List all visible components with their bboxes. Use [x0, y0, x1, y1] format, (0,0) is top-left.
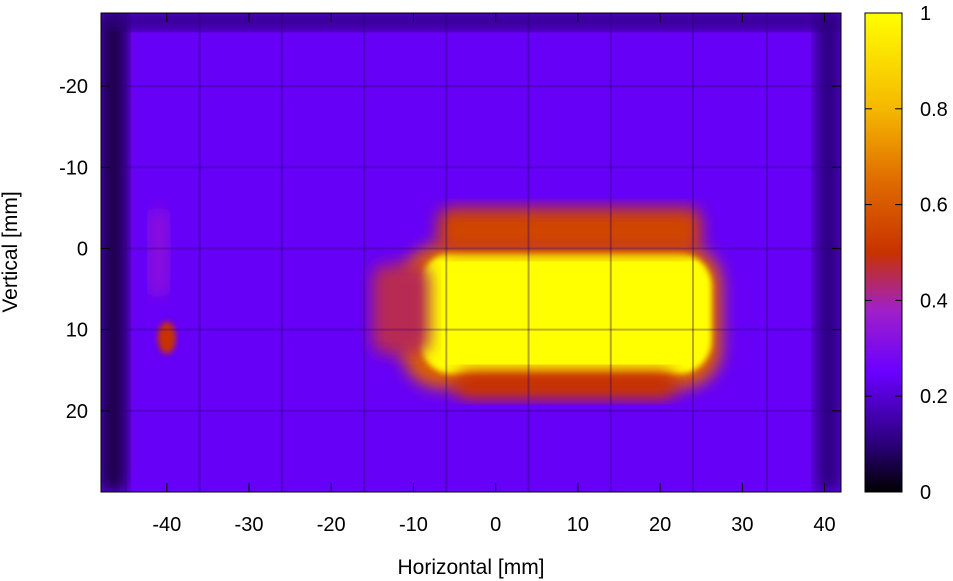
- x-tick-label: -20: [317, 514, 346, 536]
- y-tick-label: -10: [59, 157, 88, 179]
- y-tick-label: 20: [66, 401, 88, 423]
- heatmap-region-left-streak: [150, 207, 167, 298]
- x-tick-label: -30: [235, 514, 264, 536]
- colorbar-tick-label: 0.8: [920, 99, 948, 121]
- y-axis: -20 -10 0 10 20: [59, 76, 841, 423]
- y-tick-label: -20: [59, 76, 88, 98]
- x-tick-label: 20: [649, 514, 671, 536]
- heatmap-region-right-edge-dark: [816, 13, 841, 492]
- colorbar-tick-label: 1: [920, 3, 931, 25]
- colorbar-tick-label: 0: [920, 482, 931, 504]
- x-tick-label: -10: [399, 514, 428, 536]
- y-axis-title: Vertical [mm]: [0, 191, 22, 312]
- heatmap-region-core-hot-spot: [419, 252, 712, 375]
- x-tick-label: 40: [813, 514, 835, 536]
- colorbar: [864, 12, 903, 493]
- heatmap-region-left-spot: [157, 321, 176, 354]
- heatmap-region-left-edge-dark: [101, 13, 126, 492]
- x-tick-label: 0: [490, 514, 501, 536]
- colorbar-tick-label: 0.6: [920, 195, 948, 217]
- heatmap-region-left-halo: [372, 264, 430, 354]
- x-axis-title: Horizontal [mm]: [397, 556, 544, 579]
- x-tick-label: -40: [152, 514, 181, 536]
- colorbar-tick-label: 0.2: [920, 386, 948, 408]
- plot-area: [101, 13, 841, 492]
- plot-frame: [100, 12, 842, 493]
- colorbar-axis: 0 0.2 0.4 0.6 0.8 1: [865, 3, 948, 504]
- colorbar-tick-label: 0.4: [920, 290, 948, 312]
- x-axis: -40 -30 -20 -10 0 10 20 30 40: [152, 13, 836, 536]
- y-tick-label: 0: [77, 238, 88, 260]
- x-tick-label: 10: [567, 514, 589, 536]
- heatmap-region-lower-halo: [454, 370, 677, 399]
- x-tick-label: 30: [731, 514, 753, 536]
- y-tick-label: 10: [66, 320, 88, 342]
- heatmap-region-top-edge-dark: [101, 13, 841, 30]
- heatmap-region-upper-halo: [438, 207, 702, 253]
